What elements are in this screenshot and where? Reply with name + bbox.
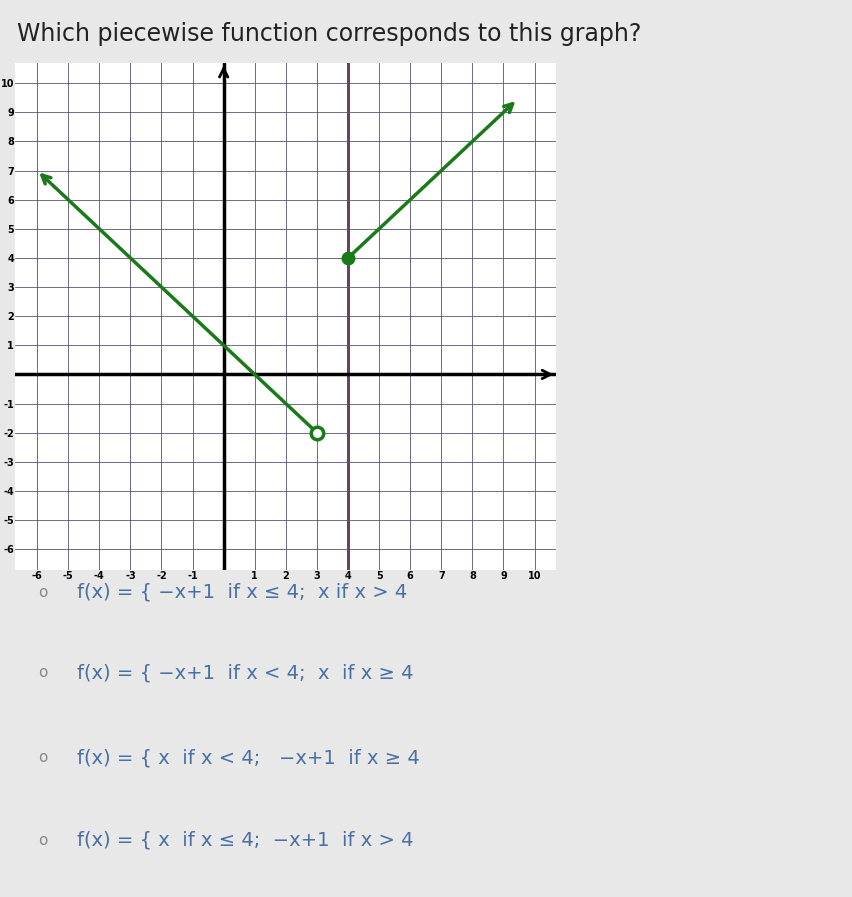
Text: o: o [37, 666, 48, 680]
Text: f(x) = { x  if x ≤ 4;  −x+1  if x > 4: f(x) = { x if x ≤ 4; −x+1 if x > 4 [77, 831, 413, 850]
Text: Which piecewise function corresponds to this graph?: Which piecewise function corresponds to … [17, 22, 642, 47]
Text: f(x) = { −x+1  if x < 4;  x  if x ≥ 4: f(x) = { −x+1 if x < 4; x if x ≥ 4 [77, 663, 413, 683]
Text: f(x) = { x  if x < 4;   −x+1  if x ≥ 4: f(x) = { x if x < 4; −x+1 if x ≥ 4 [77, 748, 419, 768]
Text: o: o [37, 585, 48, 599]
Text: f(x) = { −x+1  if x ≤ 4;  x if x > 4: f(x) = { −x+1 if x ≤ 4; x if x > 4 [77, 582, 407, 602]
Text: o: o [37, 833, 48, 848]
Text: o: o [37, 751, 48, 765]
